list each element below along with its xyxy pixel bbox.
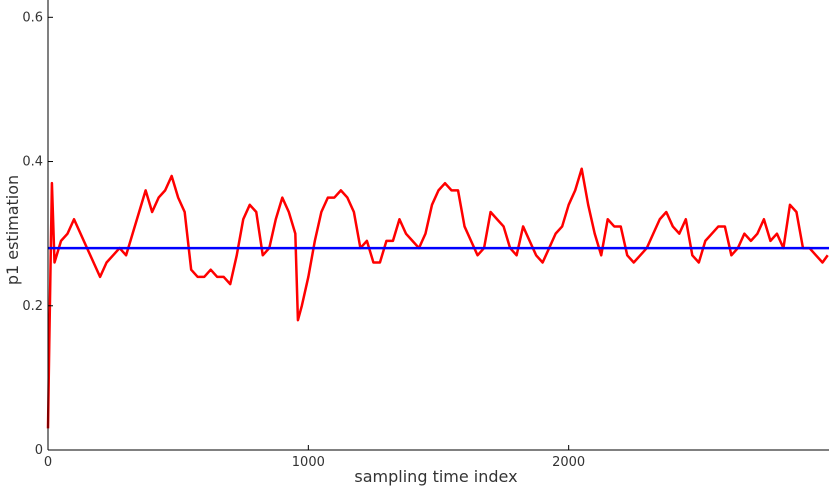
y-tick-label: 0.2 xyxy=(22,299,43,314)
x-tick-label: 2000 xyxy=(552,455,585,470)
x-tick-label: 0 xyxy=(44,455,52,470)
y-tick-label: 0 xyxy=(35,443,43,458)
x-tick-label: 1000 xyxy=(292,455,325,470)
series-line xyxy=(46,167,829,429)
y-axis-title: p1 estimation xyxy=(3,175,22,285)
y-tick-label: 0.6 xyxy=(22,10,43,25)
x-axis-title: sampling time index xyxy=(354,467,517,486)
y-tick-label: 0.4 xyxy=(22,155,43,170)
